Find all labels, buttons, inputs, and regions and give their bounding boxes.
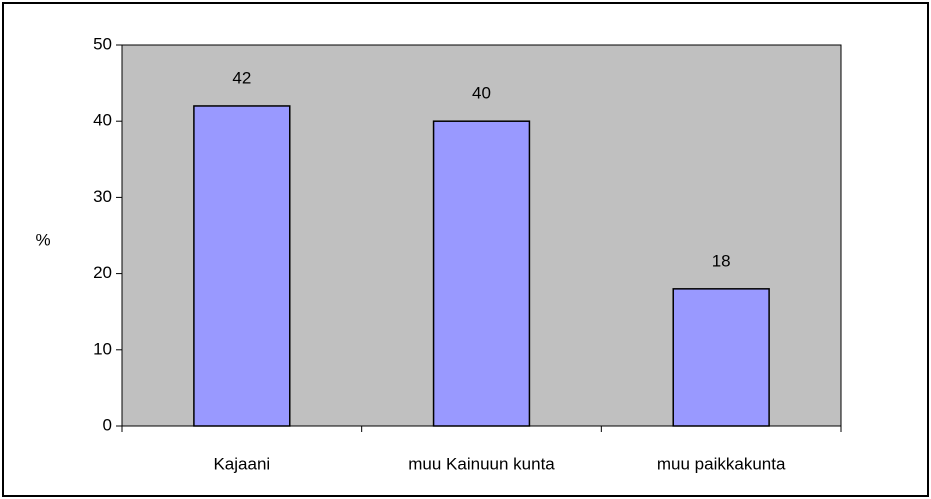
data-label: 42 <box>232 68 251 87</box>
y-tick-label: 30 <box>93 187 112 206</box>
y-tick-label: 10 <box>93 339 112 358</box>
bar <box>193 105 291 427</box>
y-tick-label: 50 <box>93 34 112 53</box>
y-axis-label: % <box>35 230 50 249</box>
bar <box>432 120 531 427</box>
y-tick-label: 40 <box>93 111 112 130</box>
y-tick-label: 0 <box>103 415 112 434</box>
y-tick-label: 20 <box>93 263 112 282</box>
data-label: 18 <box>712 251 731 270</box>
x-tick-label: muu paikkakunta <box>657 454 786 473</box>
x-tick-label: muu Kainuun kunta <box>408 454 555 473</box>
bar <box>672 288 770 427</box>
x-tick-label: Kajaani <box>213 454 270 473</box>
data-label: 40 <box>472 84 491 103</box>
